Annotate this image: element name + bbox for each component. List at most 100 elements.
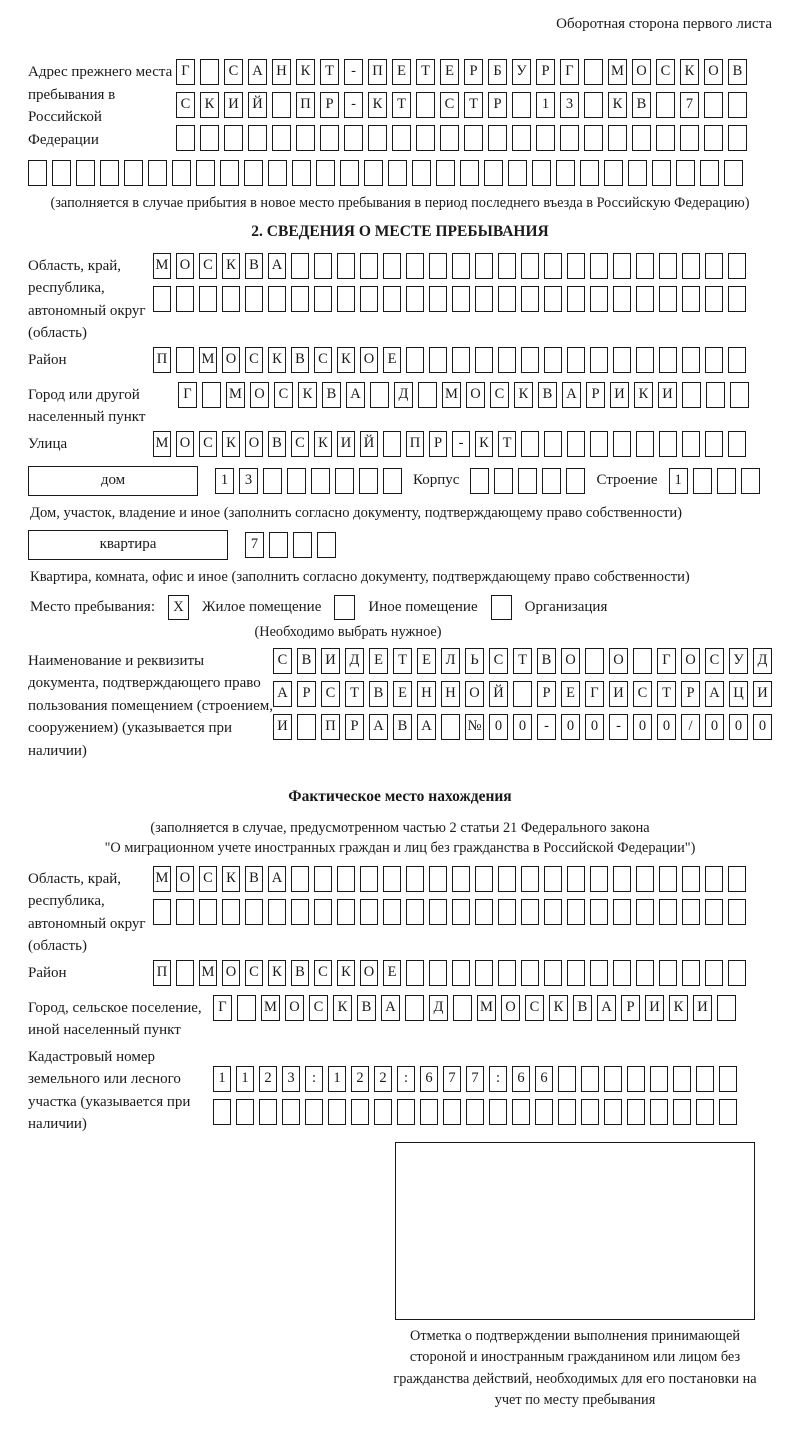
kvartira-note: Квартира, комната, офис и иное (заполнит… xyxy=(30,569,690,586)
kadastr-row-2 xyxy=(213,1098,772,1125)
char-cell xyxy=(719,1098,737,1125)
char-cell xyxy=(584,92,603,118)
char-cell xyxy=(613,430,631,457)
char-cell: 0 xyxy=(513,713,532,740)
char-cell: В xyxy=(245,252,263,279)
char-cell: О xyxy=(176,252,194,279)
char-cell: - xyxy=(609,713,628,740)
char-cell xyxy=(680,125,699,151)
actual-oblast-label: Область, край, республика, автономный ок… xyxy=(28,870,146,955)
char-cell: Т xyxy=(657,680,676,707)
char-cell: С xyxy=(321,680,340,707)
char-cell: Е xyxy=(417,647,436,674)
char-cell xyxy=(581,1065,599,1092)
char-cell: : xyxy=(397,1065,415,1092)
char-cell: Т xyxy=(393,647,412,674)
char-cell: П xyxy=(153,959,171,986)
char-cell: С xyxy=(525,994,544,1021)
char-cell: 1 xyxy=(536,92,555,118)
char-cell xyxy=(291,865,309,892)
char-cell xyxy=(508,160,527,186)
char-cell xyxy=(613,285,631,312)
char-cell: В xyxy=(393,713,412,740)
char-cell xyxy=(405,994,424,1021)
stroenie-cells: 1 xyxy=(668,467,760,494)
char-cell xyxy=(590,252,608,279)
char-cell: М xyxy=(226,381,245,408)
ulitsa-label: Улица xyxy=(28,435,68,452)
char-cell xyxy=(544,865,562,892)
char-cell: № xyxy=(465,713,484,740)
char-cell xyxy=(199,898,217,925)
char-cell: О xyxy=(360,959,378,986)
char-cell xyxy=(416,125,435,151)
char-cell xyxy=(494,467,514,494)
char-cell xyxy=(633,647,652,674)
char-cell xyxy=(470,467,490,494)
char-cell: М xyxy=(153,430,171,457)
char-cell: В xyxy=(573,994,592,1021)
char-cell xyxy=(613,959,631,986)
char-cell: К xyxy=(222,430,240,457)
char-cell xyxy=(636,865,654,892)
char-cell xyxy=(176,346,194,373)
char-cell xyxy=(676,160,695,186)
char-cell: П xyxy=(406,430,424,457)
char-cell: К xyxy=(669,994,688,1021)
char-cell xyxy=(292,160,311,186)
char-cell xyxy=(412,160,431,186)
char-cell xyxy=(656,125,675,151)
char-cell: К xyxy=(549,994,568,1021)
char-cell xyxy=(521,346,539,373)
char-cell xyxy=(337,285,355,312)
char-cell xyxy=(696,1098,714,1125)
char-cell xyxy=(728,125,747,151)
char-cell: Р xyxy=(345,713,364,740)
actual-raion-label: Район xyxy=(28,964,67,981)
char-cell xyxy=(364,160,383,186)
char-cell xyxy=(521,252,539,279)
char-cell: С xyxy=(199,865,217,892)
char-cell: К xyxy=(222,252,240,279)
char-cell xyxy=(153,898,171,925)
char-cell: В xyxy=(291,959,309,986)
char-cell: Т xyxy=(320,59,339,85)
char-cell: С xyxy=(245,346,263,373)
char-cell xyxy=(728,285,746,312)
char-cell: Т xyxy=(498,430,516,457)
char-cell xyxy=(636,430,654,457)
char-cell xyxy=(314,865,332,892)
char-cell xyxy=(406,865,424,892)
char-cell: С xyxy=(490,381,509,408)
char-cell xyxy=(682,430,700,457)
char-cell xyxy=(740,467,760,494)
char-cell: 0 xyxy=(705,713,724,740)
document-field: Наименование и реквизиты документа, подт… xyxy=(28,647,772,763)
char-cell: С xyxy=(291,430,309,457)
char-cell xyxy=(429,346,447,373)
char-cell xyxy=(237,994,256,1021)
char-cell: 7 xyxy=(443,1065,461,1092)
char-cell xyxy=(692,467,712,494)
char-cell: В xyxy=(297,647,316,674)
char-cell: 0 xyxy=(753,713,772,740)
char-cell: Г xyxy=(178,381,197,408)
char-cell xyxy=(383,898,401,925)
char-cell: И xyxy=(753,680,772,707)
char-cell: С xyxy=(633,680,652,707)
korpus-label: Корпус xyxy=(413,472,460,489)
char-cell: 2 xyxy=(374,1065,392,1092)
char-cell: 3 xyxy=(239,467,258,494)
char-cell: Р xyxy=(537,680,556,707)
char-cell: И xyxy=(321,647,340,674)
char-cell: О xyxy=(704,59,723,85)
char-cell xyxy=(659,346,677,373)
char-cell xyxy=(521,959,539,986)
char-cell: С xyxy=(705,647,724,674)
oblast-label: Область, край, республика, автономный ок… xyxy=(28,257,146,342)
stamp-caption: Отметка о подтверждении выполнения прини… xyxy=(393,1327,757,1409)
